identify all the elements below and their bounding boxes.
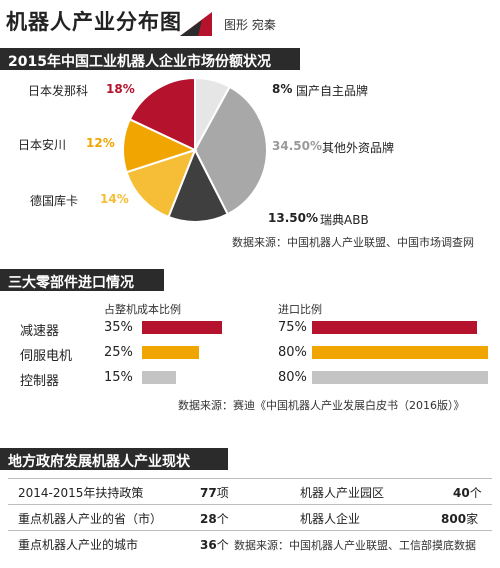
policy-value: 77项 [200,486,229,500]
section3-header-bar [0,448,228,470]
divider [8,530,492,531]
cost-bar [142,371,177,384]
province-label: 重点机器人产业的省（市） [18,512,163,526]
domestic-label: 国产自主品牌 [296,84,369,98]
section3-source: 数据来源：中国机器人产业联盟、工信部摸底数据 [234,539,476,552]
abb-label: 瑞典ABB [320,213,369,227]
import-bar [312,346,488,359]
import-value: 80% [278,345,307,360]
section2-title: 三大零部件进口情况 [8,275,134,291]
import-ratio-header: 进口比例 [278,303,322,316]
component-name: 减速器 [20,324,60,339]
page-title: 机器人产业分布图 [6,10,182,34]
cost-ratio-header: 占整机成本比例 [104,303,181,316]
market-share-pie-chart [122,76,268,223]
import-bar [312,321,477,334]
cost-value: 35% [104,320,133,335]
component-name: 伺服电机 [20,349,73,364]
import-value: 75% [278,320,307,335]
other-foreign-pct: 34.50% [272,139,322,153]
import-bar [312,371,488,384]
title-brush-mark [180,12,212,36]
park-value: 40个 [453,486,482,500]
section3-title: 地方政府发展机器人产业现状 [8,454,190,470]
cost-bar [142,346,200,359]
yaskawa-pct: 12% [86,136,115,150]
section2-source: 数据来源：赛迪《中国机器人产业发展白皮书（2016版）》 [178,399,465,412]
fanuc-label: 日本发那科 [28,84,89,98]
enterprise-label: 机器人企业 [300,512,361,526]
policy-label: 2014-2015年扶持政策 [18,486,144,500]
section1-header-bar [0,48,300,70]
section1-source: 数据来源：中国机器人产业联盟、中国市场调查网 [232,236,474,249]
pie-slice [193,85,268,216]
cost-value: 15% [104,370,133,385]
city-value: 36个 [200,538,229,552]
cost-value: 25% [104,345,133,360]
section2-header-bar [0,269,164,291]
city-label: 重点机器人产业的城市 [18,538,139,552]
pie-slice [128,76,196,152]
section1-title: 2015年中国工业机器人企业市场份额状况 [8,54,271,70]
divider [8,478,492,479]
fanuc-pct: 18% [106,82,135,96]
yaskawa-label: 日本安川 [18,138,67,152]
pie-slice [167,147,230,223]
graphic-credit: 图形 宛秦 [224,18,276,32]
enterprise-value: 800家 [441,512,479,526]
divider [8,504,492,505]
kuka-pct: 14% [100,192,129,206]
import-value: 80% [278,370,307,385]
domestic-pct: 8% [272,82,293,96]
cost-bar [142,321,222,334]
kuka-label: 德国库卡 [30,194,79,208]
park-label: 机器人产业园区 [300,486,385,500]
component-name: 控制器 [20,374,60,389]
province-value: 28个 [200,512,229,526]
other-foreign-label: 其他外资品牌 [322,141,395,155]
abb-pct: 13.50% [268,211,318,225]
